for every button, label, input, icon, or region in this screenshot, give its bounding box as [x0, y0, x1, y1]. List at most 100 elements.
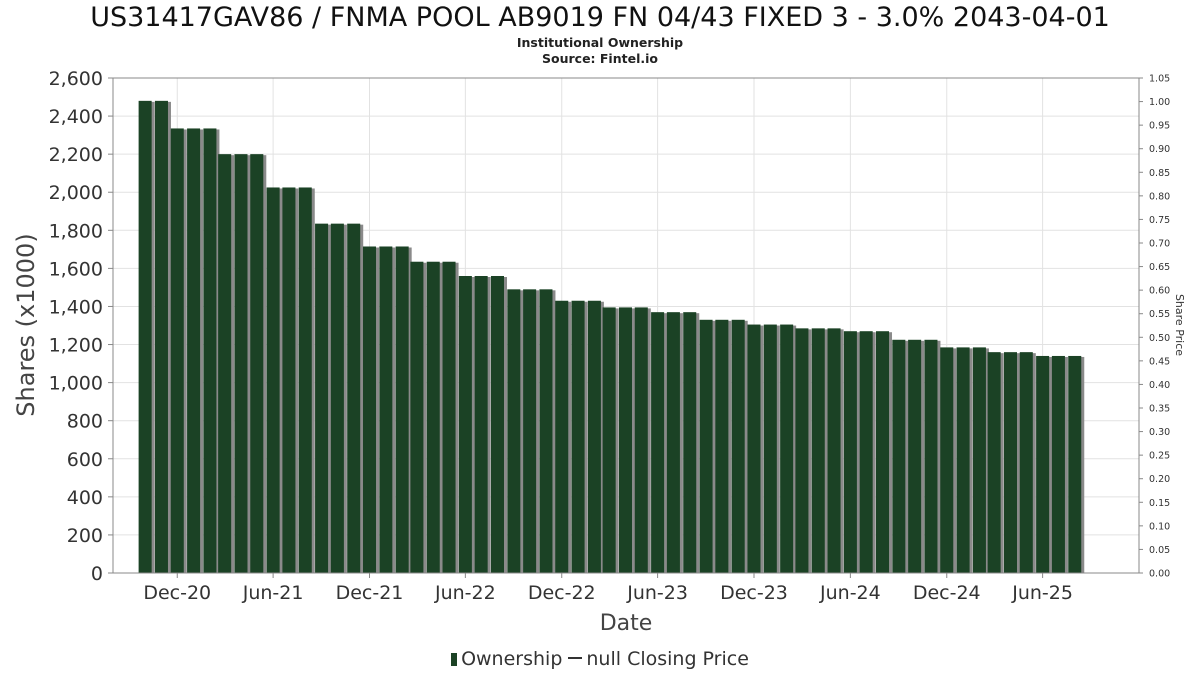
y2-tick-label: 0.20	[1149, 474, 1170, 485]
y2-tick-label: 0.85	[1149, 168, 1170, 179]
y2-tick-label: 0.05	[1149, 545, 1170, 556]
x-axis: Dec-20 Jun-21 Dec-21 Jun-22 Dec-22 Jun-23 Dec-…	[143, 573, 1073, 604]
ownership-bar	[203, 128, 217, 574]
ownership-bar	[507, 289, 521, 573]
ownership-bar	[731, 319, 745, 573]
y2-tick-label: 0.80	[1149, 191, 1170, 202]
ownership-bar	[347, 223, 361, 573]
y2-tick-label: 0.60	[1149, 286, 1170, 297]
y2-tick-label: 0.30	[1149, 427, 1170, 438]
ownership-bar	[490, 276, 505, 573]
ownership-bar	[1019, 352, 1033, 573]
ownership-bar	[410, 261, 424, 573]
y2-axis: 0.00 0.05 0.10 0.15 0.20 0.25 0.30 0.35 0.40 0.45…	[1139, 74, 1170, 580]
ownership-bar	[1051, 355, 1065, 573]
x-tick-label: Dec-20	[143, 582, 211, 604]
y2-tick-label: 0.55	[1149, 309, 1170, 320]
y2-tick-label: 0.65	[1149, 262, 1170, 273]
y2-tick-label: 0.50	[1149, 333, 1170, 344]
chart-subtitle: Institutional Ownership	[516, 35, 684, 50]
legend: Ownership null Closing Price	[0, 648, 1200, 670]
y-tick-label: 2,000	[49, 182, 103, 204]
ownership-bar	[763, 324, 777, 573]
ownership-bar	[539, 289, 553, 573]
y-tick-label: 1,800	[49, 220, 103, 242]
ownership-bar	[138, 100, 152, 573]
ownership-bar	[940, 347, 954, 573]
legend-closing-price: null Closing Price	[586, 648, 749, 670]
ownership-bar	[187, 128, 201, 574]
x-tick-label: Jun-21	[242, 582, 304, 604]
ownership-bar	[234, 154, 248, 573]
x-tick-label: Dec-22	[528, 582, 596, 604]
y-tick-label: 2,400	[49, 106, 103, 128]
y-tick-label: 800	[67, 411, 103, 433]
y-tick-label: 2,200	[49, 144, 103, 166]
x-tick-label: Jun-23	[626, 582, 688, 604]
y-tick-label: 1,000	[49, 373, 103, 395]
ownership-bar	[843, 331, 857, 573]
x-tick-label: Jun-25	[1011, 582, 1073, 604]
ownership-bar	[618, 307, 632, 573]
ownership-bar	[634, 307, 648, 573]
ownership-bar	[699, 319, 713, 573]
y2-tick-label: 1.00	[1149, 97, 1170, 108]
x-axis-label: Date	[600, 611, 653, 636]
ownership-bar	[523, 289, 537, 573]
y2-tick-label: 0.00	[1149, 569, 1170, 580]
ownership-bar	[908, 339, 922, 573]
ownership-bar	[571, 300, 585, 573]
y2-tick-label: 0.45	[1149, 356, 1170, 367]
chart-title: US31417GAV86 / FNMA POOL AB9019 FN 04/43…	[90, 2, 1110, 33]
y-tick-label: 1,600	[49, 258, 103, 280]
ownership-bar	[298, 187, 312, 573]
ownership-bar	[972, 347, 986, 573]
ownership-bar	[282, 187, 296, 573]
ownership-bar	[651, 312, 665, 573]
y2-tick-label: 0.10	[1149, 521, 1170, 532]
ownership-bar	[458, 276, 472, 573]
ownership-bar	[154, 100, 168, 573]
y2-tick-label: 0.90	[1149, 144, 1170, 155]
y2-tick-label: 0.35	[1149, 404, 1170, 415]
y2-tick-label: 1.05	[1149, 74, 1170, 85]
y-tick-label: 1,400	[49, 296, 103, 318]
x-tick-label: Jun-24	[819, 582, 881, 604]
ownership-bar	[362, 246, 377, 573]
ownership-bar	[715, 319, 729, 573]
x-tick-label: Dec-21	[336, 582, 404, 604]
ownership-bars	[138, 100, 1085, 574]
y-tick-label: 600	[67, 449, 103, 471]
ownership-bar	[442, 261, 456, 573]
y-tick-label: 400	[67, 487, 103, 509]
ownership-bar	[315, 223, 329, 573]
plot-frame	[112, 77, 1140, 574]
closing-price-legend-line	[568, 657, 583, 659]
ownership-bar	[827, 328, 841, 573]
ownership-bar	[379, 246, 393, 573]
y2-axis-label: Share Price	[1173, 294, 1186, 356]
y-axis-label: Shares (x1000)	[12, 233, 40, 416]
y-tick-label: 2,600	[49, 68, 103, 90]
y2-tick-label: 0.75	[1149, 215, 1170, 226]
y-tick-label: 0	[91, 563, 103, 585]
y-tick-label: 200	[67, 525, 103, 547]
ownership-bar	[266, 187, 280, 573]
ownership-bar	[956, 347, 970, 573]
ownership-bar	[330, 223, 344, 573]
ownership-bar	[170, 128, 184, 574]
ownership-bar	[218, 154, 232, 573]
ownership-bar	[1003, 352, 1018, 573]
ownership-bar	[426, 261, 440, 573]
ownership-bar	[780, 324, 794, 573]
ownership-bar	[924, 339, 938, 573]
y2-tick-label: 0.15	[1149, 498, 1170, 509]
ownership-bar	[1068, 355, 1082, 573]
y2-tick-label: 0.95	[1149, 121, 1170, 132]
ownership-legend-swatch	[451, 653, 458, 666]
y-tick-label: 1,200	[49, 335, 103, 357]
ownership-bar	[683, 312, 697, 573]
ownership-bar	[1036, 355, 1050, 573]
ownership-bar	[250, 154, 264, 573]
